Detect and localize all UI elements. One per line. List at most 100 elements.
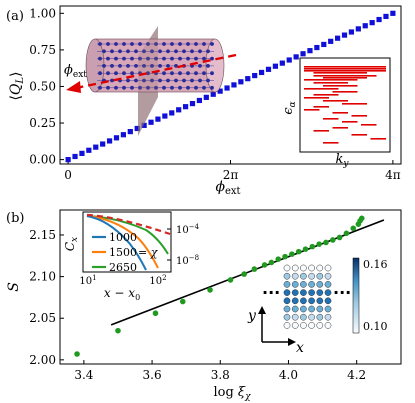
panel-b-marker [207,287,213,293]
lattice-site [324,281,332,288]
inset-spectrum-level [332,112,348,114]
panel-a-marker [369,20,375,26]
cylinder-lattice-site [166,78,170,83]
panel-b-marker [152,310,159,317]
cylinder-lattice-site [114,71,118,76]
panel-a-marker [238,79,244,85]
lattice-site [308,281,315,288]
panel-a-marker [293,54,299,60]
panel-b-marker [251,266,258,272]
cylinder-lattice-site [194,71,198,76]
cylinder-lattice-site [202,42,206,46]
lattice-site [283,272,291,280]
lattice-site [300,281,307,288]
panel-b-xtick-label: 4.0 [279,368,298,382]
panel-b-marker [350,225,357,232]
cylinder-lattice-site [206,64,210,68]
panel-b-ytick-label: 2.10 [29,270,56,284]
panel-b-marker [295,248,302,255]
cylinder-lattice-site [114,85,118,90]
panel-b-marker [261,262,268,268]
panel-a-marker [141,122,147,128]
panel-a-marker [328,38,334,44]
panel-a-marker [383,13,389,20]
panel-a-marker [252,72,258,79]
cylinder-lattice-site [170,42,174,46]
lattice-ellipsis-left: ··· [262,283,280,302]
cylinder-lattice-site [206,78,210,83]
panel-a-marker [355,26,361,32]
panel-b-xticks: 3.4 3.6 3.8 4.0 4.2 [74,360,366,382]
panel-b-ytick-label: 2.15 [29,228,56,242]
panel-a-marker [258,69,265,76]
legend-label-1000: 1000 [109,231,137,244]
inset-curve-blue [86,215,147,271]
cylinder-lattice-site [122,56,126,61]
lattice-site [316,305,324,313]
cylinder-lattice-site [154,56,158,61]
panel-b-xtick-label: 3.6 [143,368,162,382]
cylinder-lattice-site [138,85,142,90]
panel-a-marker [196,97,203,104]
panel-b-marker [115,327,121,334]
cylinder-lattice-site [210,42,214,46]
panel-a-xlabel: ϕext [215,179,240,197]
lattice-site [291,272,299,280]
panel-b-marker [302,246,309,252]
cylinder-lattice-site [178,85,182,90]
cylinder-lattice-site [130,85,134,90]
panel-b-xtick-label: 4.2 [347,368,366,382]
cylinder-lattice-site [162,71,166,76]
inset-spectrum-ylabel: ϵα [281,101,298,114]
panel-a-marker [120,132,126,138]
inset-correlation-ytick-1: 10−4 [176,223,200,236]
cylinder-lattice-site [142,49,146,54]
inset-spectrum-level [323,118,339,120]
lattice-site [308,305,315,313]
cylinder-lattice-site [118,64,122,68]
inset-curve-orange [86,215,159,269]
cutting-plane-front [138,26,158,136]
legend-label-2650: 2650 [109,261,137,274]
inset-spectrum-level [323,100,348,102]
colorbar: 0.16 0.10 [352,257,388,334]
cylinder-lattice-site [174,49,178,54]
lattice-site [300,289,307,296]
inset-spectrum-level [342,103,367,105]
inset-spectrum-level [323,142,339,144]
panel-a-marker [155,116,161,122]
flux-arrow-line [75,53,237,90]
flux-arrow-head [66,81,81,93]
lattice-site [324,289,332,296]
cylinder-flux-label: ϕext [64,63,87,80]
cylinder-lattice-site [110,78,114,83]
panel-a-ytick-label: 0.00 [29,153,56,167]
panel-a-marker [335,35,341,41]
inset-spectrum-level [332,127,348,129]
panel-a-marker [182,104,189,110]
panel-b-marker [309,243,316,250]
inset-correlation-xtick-1: 101 [79,274,96,287]
inset-legend: 1000 1500 2650 = χ [92,231,159,274]
cylinder-lattice-site [130,71,134,76]
panel-a-marker [79,150,85,156]
panel-a-marker [65,157,71,163]
cylinder-lattice-site [210,85,214,90]
panel-b-marker [227,277,234,283]
panel-a-marker [169,110,175,116]
inset-spectrum-level [351,134,367,136]
cylinder-lattice-site [170,85,174,90]
panel-a-marker [390,10,396,16]
legend-equals-chi: = χ [138,246,159,259]
panel-a-ytick-label: 0.25 [29,116,56,130]
inset-spectrum-level [323,77,367,79]
panel-a-marker [300,51,306,57]
lattice-site [308,322,315,329]
axis-y-label: y [247,308,257,324]
inset-correlation-ytick-2: 10−8 [176,254,199,267]
inset-correlation-xlabel: x − x0 [104,286,140,302]
cylinder-lattice-site [126,78,130,83]
lattice-site [308,289,315,296]
cylinder-lattice-site [182,78,186,83]
